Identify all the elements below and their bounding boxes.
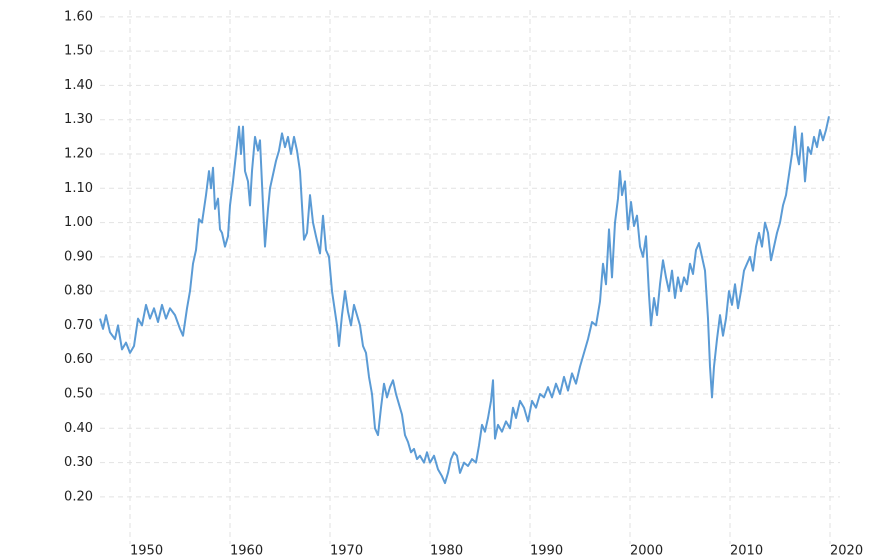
y-tick-label: 0.40: [64, 421, 93, 436]
y-tick-label: 1.40: [64, 78, 93, 93]
x-tick-label: 2000: [630, 544, 663, 559]
x-tick-label: 1960: [230, 544, 263, 559]
y-tick-label: 0.60: [64, 352, 93, 367]
y-tick-label: 0.90: [64, 249, 93, 264]
x-tick-label: 1950: [130, 544, 163, 559]
data-line: [99, 116, 830, 485]
y-tick-label: 0.70: [64, 318, 93, 333]
y-tick-label: 0.30: [64, 455, 93, 470]
y-tick-label: 1.30: [64, 112, 93, 127]
y-tick-label: 1.20: [64, 147, 93, 162]
y-tick-label: 0.50: [64, 387, 93, 402]
x-tick-label: 1970: [330, 544, 363, 559]
x-tick-label: 2020: [830, 544, 863, 559]
y-tick-label: 0.80: [64, 284, 93, 299]
y-tick-label: 1.60: [64, 9, 93, 24]
y-tick-label: 1.10: [64, 181, 93, 196]
x-tick-label: 1990: [530, 544, 563, 559]
y-tick-label: 1.50: [64, 44, 93, 59]
x-tick-label: 2010: [730, 544, 763, 559]
y-tick-label: 1.00: [64, 215, 93, 230]
y-tick-label: 0.20: [64, 489, 93, 504]
x-tick-label: 1980: [430, 544, 463, 559]
